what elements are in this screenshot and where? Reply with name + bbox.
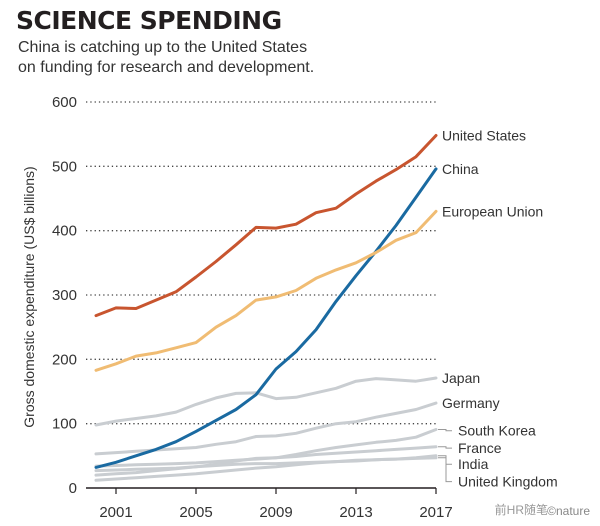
leader-line-united-kingdom	[438, 457, 452, 483]
y-tick-label-200: 200	[52, 351, 77, 368]
y-axis-label: Gross domestic expenditure (US$ billions…	[21, 166, 37, 427]
series-line-european-union	[94, 209, 438, 372]
label-layer: United States China European Union Japan Ger…	[438, 127, 558, 490]
grid-layer	[86, 101, 436, 489]
axis-layer: 0 100 200 300 400 500 600 2001 2005 2009 2013 2017 G…	[21, 94, 453, 521]
x-tick-label-2017: 2017	[419, 504, 452, 521]
y-tick-label-600: 600	[52, 94, 77, 111]
series-line-united-kingdom	[94, 456, 438, 473]
series-label-united-states: United States	[442, 127, 526, 143]
y-tick-label-500: 500	[52, 158, 77, 175]
series-line-germany	[94, 401, 438, 456]
series-label-japan: Japan	[442, 370, 480, 386]
y-tick-label-400: 400	[52, 223, 77, 240]
series-label-united-kingdom: United Kingdom	[458, 474, 558, 490]
y-tick-label-100: 100	[52, 416, 77, 433]
subtitle-line-1: China is catching up to the United State…	[18, 39, 308, 56]
series-line-china	[94, 167, 438, 469]
leader-line-france	[438, 446, 452, 449]
series-label-south-korea: South Korea	[458, 423, 536, 439]
series-label-china: China	[442, 161, 479, 177]
series-label-india: India	[458, 456, 489, 472]
x-tick-label-2009: 2009	[259, 504, 292, 521]
series-line-japan	[94, 376, 438, 427]
series-layer	[94, 134, 438, 482]
x-tick-label-2005: 2005	[179, 504, 212, 521]
subtitle-line-2: on funding for research and development.	[18, 59, 315, 76]
series-line-united-states	[94, 134, 438, 318]
leader-line-india	[438, 455, 452, 465]
series-line-france	[94, 445, 438, 468]
watermark: 前HR随笔	[494, 503, 548, 517]
chart-title: SCIENCE SPENDING	[16, 6, 282, 35]
series-label-germany: Germany	[442, 395, 500, 411]
chart-subtitle: China is catching up to the United State…	[18, 38, 314, 78]
x-tick-label-2001: 2001	[99, 504, 132, 521]
x-tick-label-2013: 2013	[339, 504, 372, 521]
y-tick-label-300: 300	[52, 287, 77, 304]
y-tick-label-0: 0	[69, 480, 77, 497]
nature-credit: ©nature	[547, 504, 590, 518]
series-label-france: France	[458, 440, 502, 456]
series-label-european-union: European Union	[442, 203, 543, 219]
leader-line-south-korea	[438, 429, 452, 432]
